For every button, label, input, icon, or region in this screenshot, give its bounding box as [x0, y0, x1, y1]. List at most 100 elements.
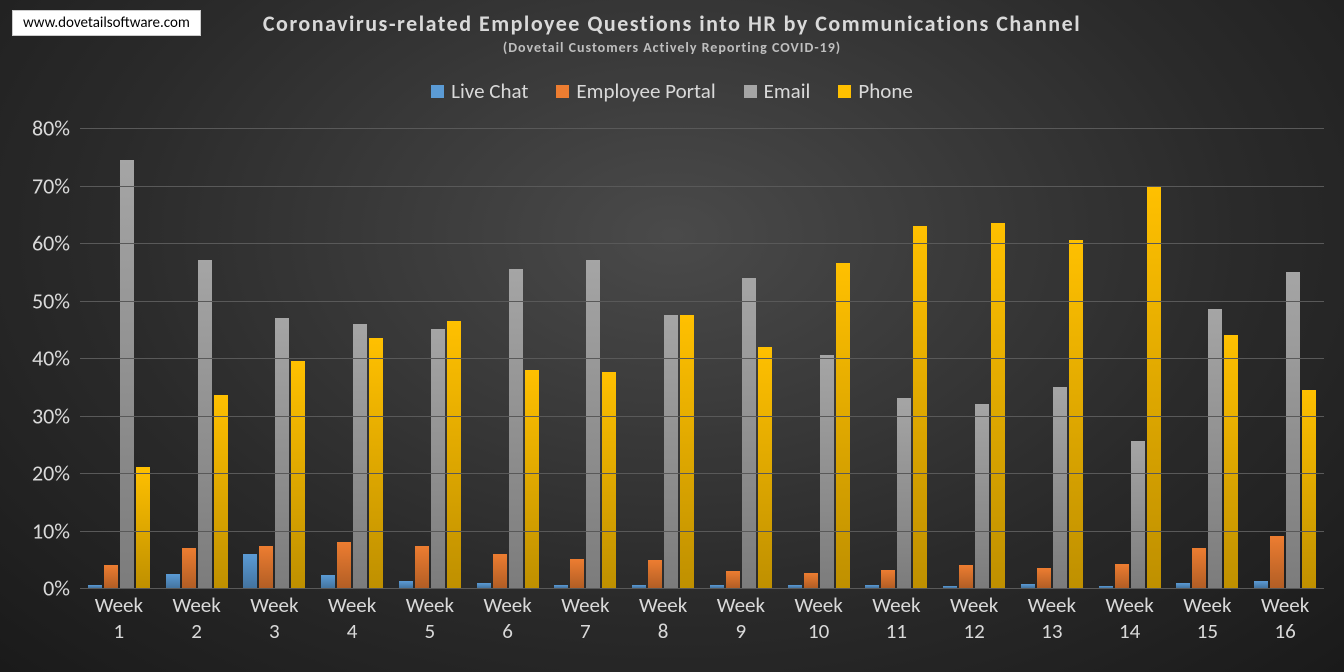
bar [214, 395, 228, 588]
gridline [80, 531, 1324, 532]
bar [415, 546, 429, 588]
bar [1208, 309, 1222, 588]
y-axis-label: 80% [32, 115, 70, 142]
bar [1069, 240, 1083, 588]
bar [680, 315, 694, 588]
x-axis-label: Week15 [1169, 592, 1247, 645]
y-axis-label: 40% [32, 345, 70, 372]
bar [136, 467, 150, 588]
x-axis-label: Week9 [702, 592, 780, 645]
x-axis-label: Week12 [935, 592, 1013, 645]
bar [959, 565, 973, 588]
bar [726, 571, 740, 588]
bar [243, 554, 257, 589]
bar [1147, 186, 1161, 589]
bar [1270, 536, 1284, 588]
bar [648, 560, 662, 588]
legend-label: Employee Portal [576, 78, 715, 104]
bar [836, 263, 850, 588]
bar [182, 548, 196, 588]
bar [991, 223, 1005, 588]
bar [509, 269, 523, 588]
x-axis-label: Week4 [313, 592, 391, 645]
legend-swatch [744, 85, 757, 98]
chart-subtitle: (Dovetail Customers Actively Reporting C… [0, 39, 1344, 56]
bar [493, 554, 507, 589]
bar [975, 404, 989, 588]
y-axis-label: 30% [32, 402, 70, 429]
bar [1254, 581, 1268, 588]
x-axis-label: Week7 [547, 592, 625, 645]
chart-title: Coronavirus-related Employee Questions i… [0, 10, 1344, 37]
y-axis-label: 0% [43, 575, 70, 602]
bar [120, 160, 134, 588]
bar [291, 361, 305, 588]
x-axis-label: Week10 [780, 592, 858, 645]
legend-label: Phone [858, 78, 912, 104]
y-axis-label: 10% [32, 517, 70, 544]
x-axis-label: Week1 [80, 592, 158, 645]
bar [758, 347, 772, 589]
bar [820, 355, 834, 588]
legend-swatch [838, 85, 851, 98]
gridline [80, 243, 1324, 244]
bar [1037, 568, 1051, 588]
bar [1302, 390, 1316, 588]
x-axis-label: Week5 [391, 592, 469, 645]
bar [321, 575, 335, 588]
gridline [80, 416, 1324, 417]
bar [586, 260, 600, 588]
bar [525, 370, 539, 589]
bar [664, 315, 678, 588]
bar [1053, 387, 1067, 588]
bar [1224, 335, 1238, 588]
gridline [80, 301, 1324, 302]
bar [259, 546, 273, 588]
gridline [80, 473, 1324, 474]
x-axis-label: Week11 [858, 592, 936, 645]
legend-label: Live Chat [451, 78, 528, 104]
x-axis-label: Week13 [1013, 592, 1091, 645]
bar [353, 324, 367, 589]
bar [399, 581, 413, 588]
x-axis-label: Week3 [236, 592, 314, 645]
bar [1115, 564, 1129, 588]
bar [1192, 548, 1206, 588]
x-axis-label: Week14 [1091, 592, 1169, 645]
legend: Live Chat Employee Portal Email Phone [0, 78, 1344, 104]
x-axis-label: Week16 [1246, 592, 1324, 645]
x-axis-labels: Week1Week2Week3Week4Week5Week6Week7Week8… [80, 592, 1324, 645]
bar [369, 338, 383, 588]
bar [742, 278, 756, 589]
gridline [80, 358, 1324, 359]
bar [1286, 272, 1300, 588]
gridline [80, 128, 1324, 129]
bar [881, 570, 895, 588]
legend-swatch [556, 85, 569, 98]
legend-swatch [431, 85, 444, 98]
legend-item: Email [744, 78, 811, 104]
bar [431, 329, 445, 588]
bar [570, 559, 584, 588]
bar [1131, 441, 1145, 588]
y-axis-label: 60% [32, 230, 70, 257]
legend-item: Phone [838, 78, 912, 104]
gridline [80, 588, 1324, 589]
legend-label: Email [764, 78, 811, 104]
bar [897, 398, 911, 588]
bar [447, 321, 461, 588]
x-axis-label: Week2 [158, 592, 236, 645]
bar [166, 574, 180, 588]
x-axis-label: Week6 [469, 592, 547, 645]
title-block: Coronavirus-related Employee Questions i… [0, 10, 1344, 56]
bar [198, 260, 212, 588]
legend-item: Live Chat [431, 78, 528, 104]
chart-plot-area: 0%10%20%30%40%50%60%70%80% [80, 128, 1324, 588]
bar [913, 226, 927, 588]
bar [337, 542, 351, 588]
bar [104, 565, 118, 588]
y-axis-label: 70% [32, 172, 70, 199]
gridline [80, 186, 1324, 187]
legend-item: Employee Portal [556, 78, 715, 104]
x-axis-label: Week8 [624, 592, 702, 645]
